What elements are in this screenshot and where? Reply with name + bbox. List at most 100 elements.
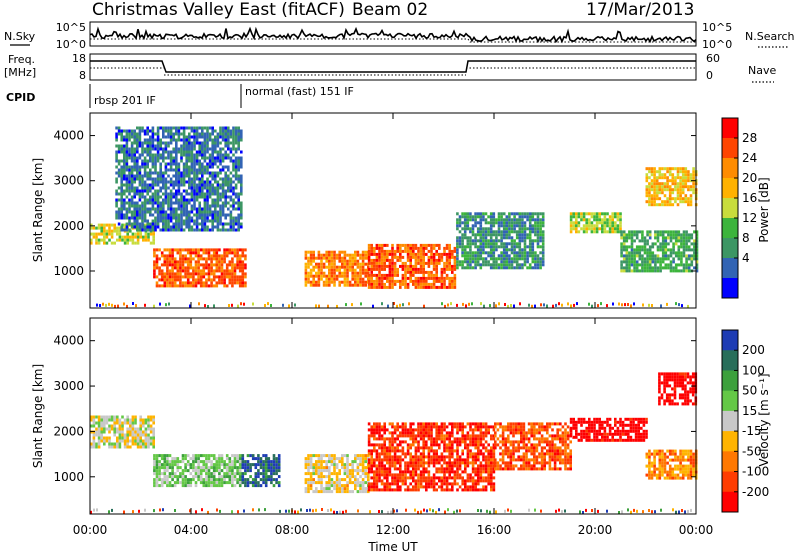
- power-cell: [471, 233, 475, 237]
- power-cell: [128, 207, 131, 211]
- power-cell: [343, 277, 347, 281]
- power-cell: [448, 258, 451, 262]
- velocity-cell: [406, 464, 410, 468]
- power-cell: [182, 138, 186, 142]
- velocity-cell: [404, 452, 407, 456]
- power-cell: [172, 180, 175, 184]
- velocity-cell: [380, 452, 384, 456]
- velocity-cell: [404, 470, 407, 474]
- power-cell: [125, 201, 129, 205]
- power-cell: [172, 192, 175, 196]
- power-cell: [229, 129, 233, 133]
- velocity-cell: [393, 467, 397, 471]
- power-cell: [479, 212, 483, 216]
- velocity-cell: [163, 457, 167, 461]
- power-cell: [229, 213, 233, 217]
- power-cell: [608, 224, 612, 228]
- power-cell: [312, 250, 315, 254]
- power-cell: [219, 192, 222, 196]
- power-cell: [453, 267, 457, 271]
- power-cell: [117, 192, 121, 196]
- power-cell: [482, 230, 485, 234]
- velocity-cell: [307, 487, 310, 491]
- power-cell: [176, 263, 180, 267]
- power-cell: [654, 269, 657, 273]
- power-cell: [531, 260, 535, 264]
- power-cell: [123, 153, 126, 157]
- power-cell: [386, 285, 389, 289]
- power-cell: [492, 233, 496, 237]
- power-cell: [396, 270, 399, 274]
- velocity-cell: [153, 460, 156, 464]
- velocity-cell: [149, 439, 153, 443]
- power-cell: [679, 179, 682, 183]
- power-cell: [668, 188, 672, 192]
- power-cell: [102, 302, 104, 306]
- power-cell: [136, 177, 139, 181]
- velocity-cell: [238, 457, 242, 461]
- power-cell: [430, 252, 433, 256]
- velocity-cell: [244, 469, 247, 473]
- velocity-cell: [246, 478, 250, 482]
- velocity-cell: [100, 424, 103, 428]
- power-cell: [502, 257, 506, 261]
- power-cell: [651, 304, 653, 307]
- velocity-cell: [354, 454, 357, 458]
- power-cell: [510, 242, 514, 246]
- velocity-cell: [341, 490, 344, 494]
- power-cell: [188, 219, 191, 223]
- power-cell: [471, 224, 475, 228]
- power-cell: [159, 186, 162, 190]
- power-cell: [120, 135, 123, 139]
- power-cell: [489, 215, 493, 219]
- power-cell: [435, 270, 438, 274]
- power-cell: [341, 265, 344, 269]
- power-cell: [184, 254, 187, 258]
- velocity-cell: [383, 470, 386, 474]
- power-cell: [135, 304, 137, 308]
- velocity-cell: [409, 488, 412, 492]
- power-cell: [181, 266, 185, 270]
- power-cell: [523, 254, 527, 258]
- power-cell: [603, 218, 607, 222]
- power-cell: [128, 174, 131, 178]
- velocity-cell: [373, 443, 376, 447]
- velocity-cell: [233, 475, 237, 479]
- power-cell: [154, 219, 157, 223]
- power-cell: [154, 156, 157, 160]
- power-cell: [684, 197, 688, 201]
- power-cell: [558, 302, 560, 306]
- power-cell: [575, 215, 578, 219]
- power-cell: [147, 235, 150, 239]
- power-cell: [663, 182, 667, 186]
- power-cell: [221, 210, 225, 214]
- velocity-cell: [168, 484, 172, 488]
- power-cell: [364, 253, 367, 257]
- power-cell: [414, 243, 418, 247]
- power-cell: [190, 186, 194, 190]
- velocity-cell: [320, 484, 323, 488]
- power-cell: [453, 285, 457, 289]
- power-cell: [215, 248, 219, 252]
- power-cell: [175, 129, 178, 133]
- power-cell: [492, 245, 496, 249]
- velocity-cell: [338, 469, 341, 473]
- power-cell: [169, 168, 173, 172]
- power-cell: [232, 162, 235, 166]
- power-cell: [661, 248, 665, 252]
- power-cell: [521, 227, 524, 231]
- power-cell: [528, 233, 532, 237]
- power-cell: [211, 189, 214, 193]
- power-cell: [479, 242, 483, 246]
- power-cell: [521, 248, 524, 252]
- power-cell: [211, 225, 214, 229]
- power-cell: [203, 159, 207, 163]
- power-cell: [367, 255, 371, 259]
- power-cell: [575, 227, 578, 231]
- velocity-cell: [354, 475, 357, 479]
- nave-label: Nave: [748, 64, 776, 77]
- power-cell: [195, 213, 199, 217]
- power-cell: [633, 254, 636, 258]
- power-cell: [508, 224, 511, 228]
- power-cell: [125, 174, 129, 178]
